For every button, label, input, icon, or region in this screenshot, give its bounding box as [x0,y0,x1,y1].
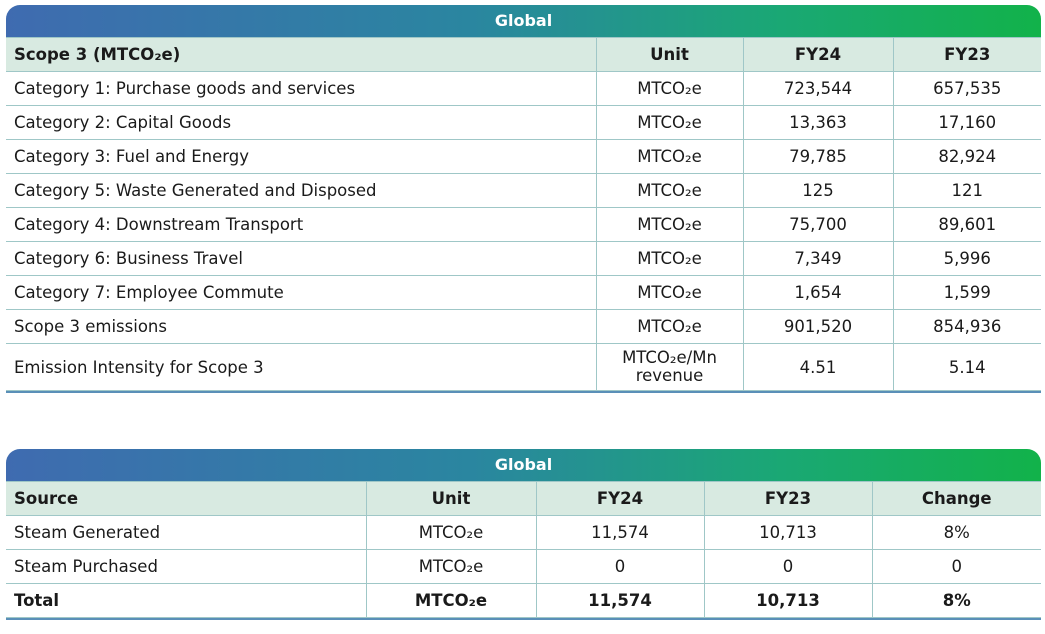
row-fy24: 7,349 [742,241,894,276]
row-fy23: 5.14 [892,343,1041,391]
row-fy24: 125 [742,173,894,208]
scope3-table: Global Scope 3 (MTCO₂e) Unit FY24 FY23 C… [6,5,1041,393]
row-fy24: 75,700 [742,207,894,242]
table-row: Steam Purchased MTCO₂e 0 0 0 [6,549,1041,584]
row-fy23: 10,713 [703,515,873,550]
row-fy24: 4.51 [742,343,894,391]
row-unit: MTCO₂e [595,173,744,208]
table-row: Steam Generated MTCO₂e 11,574 10,713 8% [6,515,1041,550]
row-label: Category 6: Business Travel [6,241,597,276]
row-fy24: 901,520 [742,309,894,344]
row-label: Category 1: Purchase goods and services [6,71,597,106]
total-fy24: 11,574 [535,583,705,618]
header-change: Change [871,481,1041,516]
header-source: Source [6,481,367,516]
header-fy23: FY23 [703,481,873,516]
table-header-row: Source Unit FY24 FY23 Change [6,481,1041,516]
table-row: Category 5: Waste Generated and Disposed… [6,173,1041,208]
row-label: Category 2: Capital Goods [6,105,597,140]
row-fy23: 89,601 [892,207,1041,242]
row-unit: MTCO₂e [365,515,537,550]
row-label: Scope 3 emissions [6,309,597,344]
header-fy24: FY24 [742,37,894,72]
row-label: Steam Purchased [6,549,367,584]
row-fy23: 0 [703,549,873,584]
row-fy24: 1,654 [742,275,894,310]
row-fy24: 11,574 [535,515,705,550]
row-fy24: 79,785 [742,139,894,174]
row-unit: MTCO₂e [595,207,744,242]
row-fy23: 17,160 [892,105,1041,140]
row-fy24: 723,544 [742,71,894,106]
table-title: Global [6,5,1041,37]
row-unit: MTCO₂e [595,275,744,310]
row-label: Category 4: Downstream Transport [6,207,597,242]
table-title: Global [6,449,1041,481]
row-unit: MTCO₂e [595,105,744,140]
row-unit: MTCO₂e [595,309,744,344]
header-scope: Scope 3 (MTCO₂e) [6,37,597,72]
row-unit: MTCO₂e [595,71,744,106]
row-label: Steam Generated [6,515,367,550]
total-change: 8% [871,583,1041,618]
row-fy24: 0 [535,549,705,584]
header-fy24: FY24 [535,481,705,516]
table-total-row: Total MTCO₂e 11,574 10,713 8% [6,583,1041,618]
table-row: Emission Intensity for Scope 3 MTCO₂e/Mn… [6,343,1041,391]
header-unit: Unit [365,481,537,516]
table-row: Scope 3 emissions MTCO₂e 901,520 854,936 [6,309,1041,344]
row-change: 0 [871,549,1041,584]
total-fy23: 10,713 [703,583,873,618]
total-label: Total [6,583,367,618]
table-row: Category 6: Business Travel MTCO₂e 7,349… [6,241,1041,276]
row-label: Category 7: Employee Commute [6,275,597,310]
header-fy23: FY23 [892,37,1041,72]
table-row: Category 4: Downstream Transport MTCO₂e … [6,207,1041,242]
total-unit: MTCO₂e [365,583,537,618]
row-fy24: 13,363 [742,105,894,140]
table-header-row: Scope 3 (MTCO₂e) Unit FY24 FY23 [6,37,1041,72]
row-unit: MTCO₂e/Mn revenue [595,343,744,391]
row-fy23: 1,599 [892,275,1041,310]
row-fy23: 657,535 [892,71,1041,106]
row-fy23: 121 [892,173,1041,208]
row-fy23: 854,936 [892,309,1041,344]
row-fy23: 82,924 [892,139,1041,174]
row-label: Category 3: Fuel and Energy [6,139,597,174]
row-change: 8% [871,515,1041,550]
row-unit: MTCO₂e [595,139,744,174]
row-fy23: 5,996 [892,241,1041,276]
row-label: Emission Intensity for Scope 3 [6,343,597,391]
header-unit: Unit [595,37,744,72]
row-unit: MTCO₂e [365,549,537,584]
steam-table: Global Source Unit FY24 FY23 Change Stea… [6,449,1041,620]
table-row: Category 3: Fuel and Energy MTCO₂e 79,78… [6,139,1041,174]
table-row: Category 7: Employee Commute MTCO₂e 1,65… [6,275,1041,310]
row-unit: MTCO₂e [595,241,744,276]
row-label: Category 5: Waste Generated and Disposed [6,173,597,208]
table-row: Category 2: Capital Goods MTCO₂e 13,363 … [6,105,1041,140]
table-row: Category 1: Purchase goods and services … [6,71,1041,106]
